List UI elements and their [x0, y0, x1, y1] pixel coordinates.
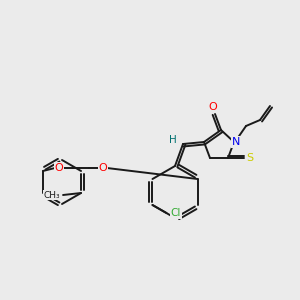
Text: O: O [55, 163, 63, 173]
Text: CH₃: CH₃ [44, 190, 60, 200]
Text: O: O [208, 102, 217, 112]
Text: S: S [246, 153, 254, 163]
Text: Cl: Cl [170, 208, 181, 218]
Text: N: N [232, 137, 240, 147]
Text: H: H [169, 135, 177, 145]
Text: O: O [99, 163, 107, 173]
